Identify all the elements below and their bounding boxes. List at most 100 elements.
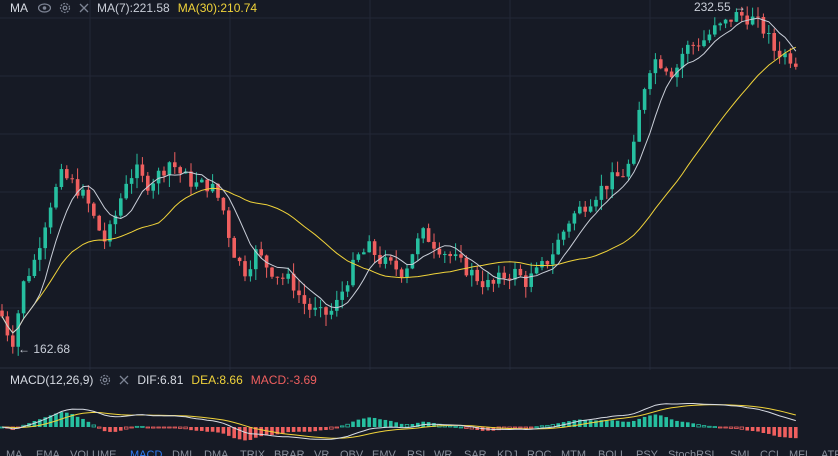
macd-histogram-bar (124, 426, 129, 430)
macd-histogram-bar (464, 426, 469, 429)
dif-value: DIF:6.81 (137, 373, 184, 387)
tab-smi[interactable]: SMI (730, 449, 750, 456)
tab-ema[interactable]: EMA (36, 449, 60, 456)
candle-body (156, 170, 161, 184)
settings-icon[interactable] (99, 374, 111, 386)
tab-kdj[interactable]: KDJ (497, 449, 518, 456)
high-price-label: 232.55 → (693, 0, 746, 14)
tab-dma[interactable]: DMA (204, 449, 229, 456)
candle-body (227, 210, 231, 238)
tab-boll[interactable]: BOLL (598, 449, 627, 456)
macd-histogram-bar (675, 420, 679, 427)
candle-body (11, 335, 15, 347)
macd-histogram-bar (788, 427, 793, 438)
candle-body (783, 53, 787, 58)
tab-trix[interactable]: TRIX (240, 449, 266, 456)
macd-histogram-bar (588, 420, 593, 427)
macd-histogram-bar (205, 427, 209, 432)
candle-body (351, 259, 355, 286)
settings-icon[interactable] (59, 2, 71, 14)
candle-body (75, 179, 80, 196)
macd-histogram-bar (59, 412, 64, 427)
tab-rsi[interactable]: RSI (407, 449, 426, 456)
tab-dmi[interactable]: DMI (172, 449, 193, 456)
macd-histogram-bar (367, 417, 371, 427)
tab-wr[interactable]: WR (434, 449, 453, 456)
candle-body (486, 279, 490, 288)
candle-body (205, 179, 209, 192)
candle-body (696, 45, 701, 47)
tab-macd[interactable]: MACD (130, 449, 163, 456)
macd-histogram-bar (707, 425, 712, 428)
candle-body (113, 215, 118, 225)
candle-body (119, 198, 123, 216)
macd-histogram-bar (270, 427, 274, 435)
macd-histogram-bar (113, 427, 118, 432)
candle-body (578, 206, 582, 214)
candle-body (356, 254, 361, 260)
macd-histogram-bar (453, 425, 458, 428)
macd-histogram-bar (567, 421, 571, 427)
tab-brar[interactable]: BRAR (274, 449, 305, 456)
main-legend: MA MA(7):221.58 MA(30):210.74 (10, 0, 265, 16)
candle-body (151, 183, 155, 191)
candle-body (21, 281, 26, 314)
candle-body (599, 185, 604, 200)
tab-sar[interactable]: SAR (464, 449, 487, 456)
macd-histogram-bar (86, 421, 91, 427)
candle-body (264, 255, 269, 268)
macd-histogram-bar (712, 426, 717, 428)
macd-histogram-bar (615, 420, 620, 427)
candle-body (394, 260, 398, 270)
macd-histogram-bar (81, 418, 85, 427)
candle-body (216, 183, 220, 198)
tab-ma[interactable]: MA (6, 449, 23, 456)
candle-body (173, 162, 177, 168)
macd-histogram-bar (404, 424, 410, 428)
candle-body (772, 33, 776, 51)
macd-histogram-bar (210, 427, 215, 432)
tab-psy[interactable]: PSY (636, 449, 659, 456)
macd-histogram-bar (723, 426, 728, 429)
eye-icon[interactable] (38, 3, 51, 13)
tab-roc[interactable]: ROC (527, 449, 552, 456)
macd-histogram-bar (512, 426, 518, 429)
macd-histogram-bar (556, 423, 560, 427)
close-icon[interactable] (79, 3, 89, 13)
candle-body (534, 267, 539, 274)
macd-histogram-bar (599, 420, 604, 427)
tab-vr[interactable]: VR (314, 449, 330, 456)
candle-body (335, 299, 339, 311)
candle-body (615, 172, 620, 177)
tab-mfi[interactable]: MFI (789, 449, 808, 456)
macd-histogram-bar (70, 414, 74, 427)
macd-histogram-bar (399, 423, 404, 427)
tab-volume[interactable]: VOLUME (70, 449, 117, 456)
candle-body (135, 164, 139, 179)
candle-body (281, 277, 285, 279)
tab-mtm[interactable]: MTM (561, 449, 587, 456)
candle-body (707, 34, 712, 41)
macd-histogram-bar (313, 427, 317, 432)
macd-histogram-bar (161, 426, 167, 429)
dif-line (1, 403, 796, 440)
candle-body (518, 268, 523, 276)
tab-atr[interactable]: ATR (821, 449, 838, 456)
candle-body (740, 12, 744, 16)
low-price-value: 162.68 (33, 342, 71, 356)
candle-body (794, 63, 798, 67)
candle-body (513, 268, 517, 280)
ma30-line (1, 46, 797, 334)
candle-body (426, 228, 431, 242)
candle-body (232, 237, 236, 258)
macd-histogram-bar (200, 427, 204, 431)
close-icon[interactable] (119, 375, 129, 385)
tab-stochrsi[interactable]: StochRSI (668, 449, 715, 456)
tab-emv[interactable]: EMV (372, 449, 396, 456)
tab-obv[interactable]: OBV (340, 449, 364, 456)
tab-cci[interactable]: CCI (760, 449, 779, 456)
candle-body (540, 261, 544, 268)
candle-body (594, 199, 598, 207)
